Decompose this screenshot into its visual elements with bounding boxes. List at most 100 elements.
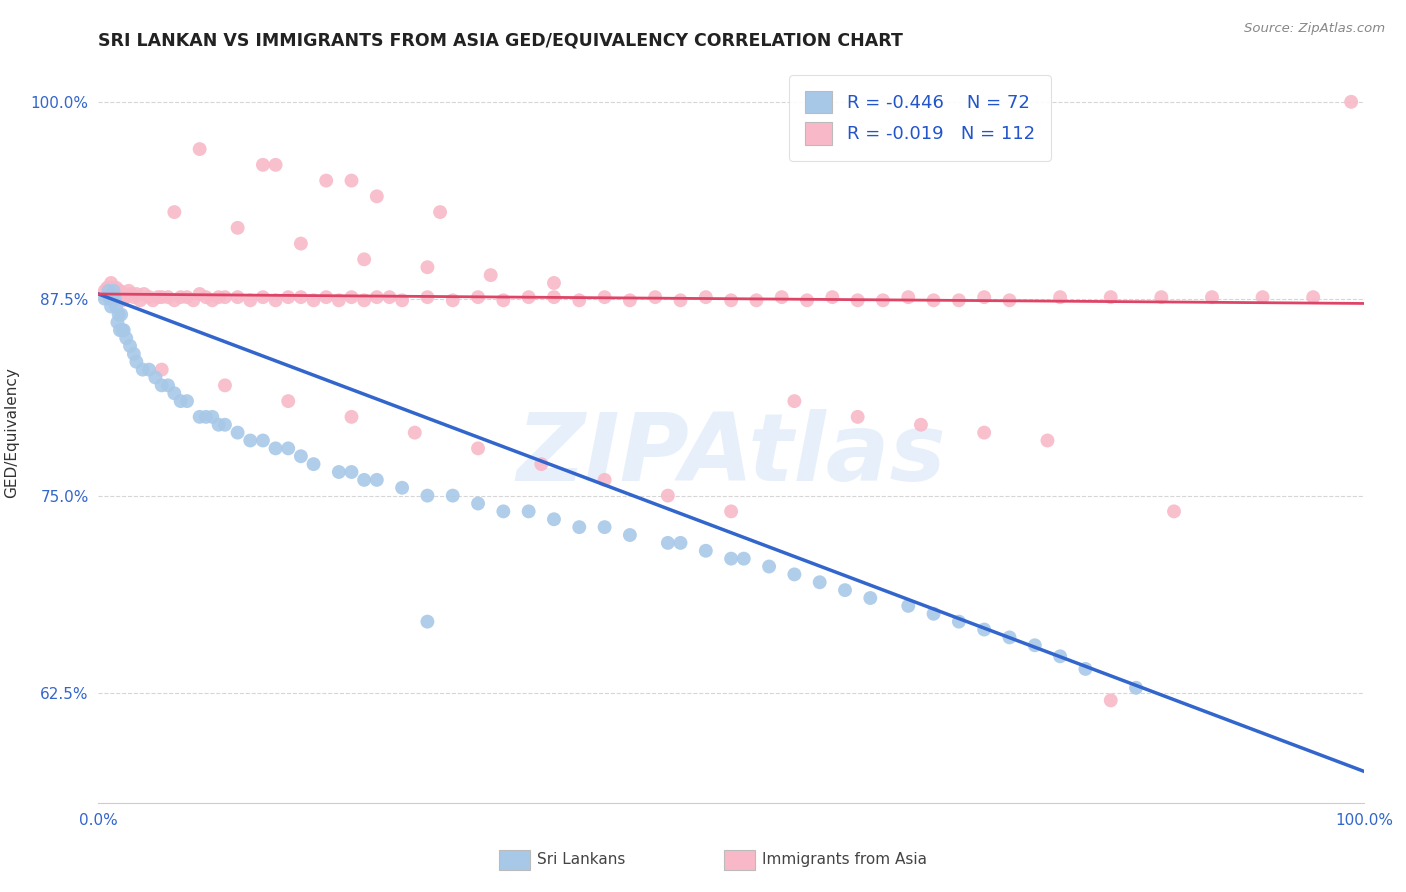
Point <box>391 293 413 308</box>
Point <box>467 442 489 456</box>
Point <box>132 287 155 301</box>
Point <box>125 355 148 369</box>
Point <box>1049 290 1071 304</box>
Point <box>897 290 920 304</box>
Point <box>353 252 375 267</box>
Point <box>1036 434 1059 448</box>
Point <box>340 173 363 187</box>
Point <box>120 339 141 353</box>
Point <box>96 281 118 295</box>
Point <box>302 457 325 471</box>
Point <box>252 158 274 172</box>
Point <box>619 293 641 308</box>
Point <box>441 293 464 308</box>
Point <box>657 536 679 550</box>
Point <box>1099 290 1122 304</box>
Point <box>150 290 173 304</box>
Point <box>770 290 793 304</box>
Point <box>758 559 780 574</box>
Point <box>657 489 679 503</box>
Point <box>669 536 692 550</box>
Point <box>998 631 1021 645</box>
Point <box>110 290 132 304</box>
Point <box>593 473 616 487</box>
Point <box>98 292 121 306</box>
Point <box>846 293 869 308</box>
Point <box>100 300 122 314</box>
Point <box>112 323 135 337</box>
Point <box>120 287 142 301</box>
Point <box>103 284 125 298</box>
Point <box>859 591 882 605</box>
Point <box>105 281 128 295</box>
Point <box>214 290 236 304</box>
Point <box>105 300 128 314</box>
Point <box>378 290 401 304</box>
Point <box>239 293 262 308</box>
Point <box>492 504 515 518</box>
Point <box>176 394 198 409</box>
Point <box>872 293 894 308</box>
Point <box>808 575 831 590</box>
Point <box>103 284 125 298</box>
Point <box>150 362 173 376</box>
Point <box>1049 649 1071 664</box>
Point <box>208 290 231 304</box>
Point <box>142 293 165 308</box>
Point <box>340 409 363 424</box>
Point <box>543 276 565 290</box>
Point <box>568 293 591 308</box>
Point <box>366 290 388 304</box>
Point <box>745 293 768 308</box>
Point <box>821 290 844 304</box>
Point <box>226 220 249 235</box>
Point <box>93 292 117 306</box>
Point <box>315 173 337 187</box>
Point <box>783 394 806 409</box>
Point <box>107 290 129 304</box>
Point <box>1024 638 1046 652</box>
Point <box>290 290 312 304</box>
Point <box>619 528 641 542</box>
Point <box>100 276 122 290</box>
Point <box>543 290 565 304</box>
Point <box>973 290 995 304</box>
Point <box>1099 693 1122 707</box>
Point <box>1150 290 1173 304</box>
Point <box>1163 504 1185 518</box>
Point <box>416 489 439 503</box>
Point <box>543 512 565 526</box>
Point <box>111 323 134 337</box>
Point <box>138 290 160 304</box>
Point <box>107 315 129 329</box>
Point <box>328 465 350 479</box>
Point <box>169 290 191 304</box>
Point <box>922 607 945 621</box>
Point <box>593 520 616 534</box>
Point <box>973 623 995 637</box>
Point <box>530 457 553 471</box>
Point <box>834 583 856 598</box>
Point <box>733 551 755 566</box>
Point <box>118 284 141 298</box>
Point <box>492 293 515 308</box>
Point <box>264 293 287 308</box>
Point <box>998 293 1021 308</box>
Point <box>188 409 211 424</box>
Point <box>467 496 489 510</box>
Point <box>93 284 117 298</box>
Text: SRI LANKAN VS IMMIGRANTS FROM ASIA GED/EQUIVALENCY CORRELATION CHART: SRI LANKAN VS IMMIGRANTS FROM ASIA GED/E… <box>98 32 903 50</box>
Text: ZIPAtlas: ZIPAtlas <box>516 409 946 500</box>
Point <box>125 287 148 301</box>
Point <box>129 293 152 308</box>
Y-axis label: GED/Equivalency: GED/Equivalency <box>4 368 20 498</box>
Point <box>150 378 173 392</box>
Point <box>315 290 337 304</box>
Point <box>328 293 350 308</box>
Point <box>277 290 299 304</box>
Point <box>695 290 717 304</box>
Point <box>467 290 489 304</box>
Point <box>846 409 869 424</box>
Point <box>110 308 132 322</box>
Point <box>157 290 180 304</box>
